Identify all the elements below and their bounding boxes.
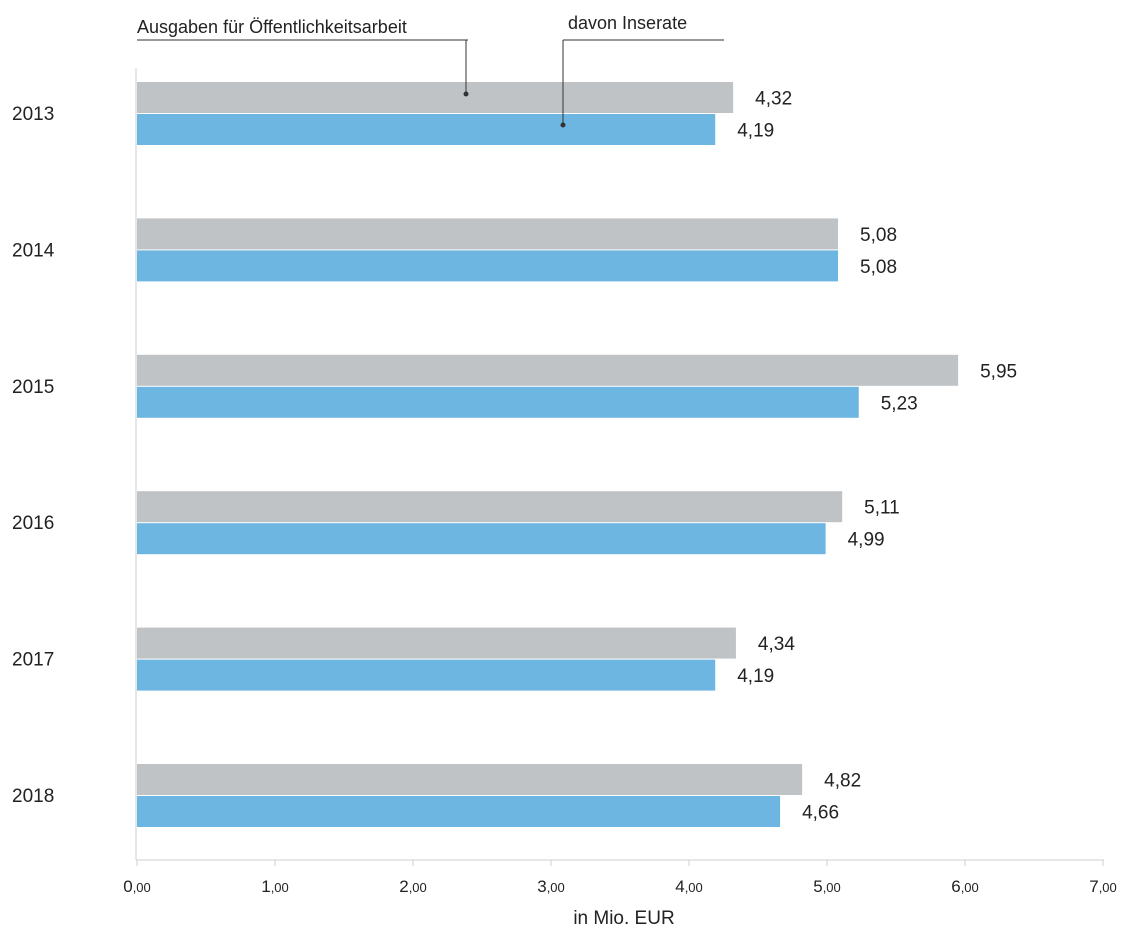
- value-label-total-2018: 4,82: [824, 771, 861, 792]
- value-label-total-2013: 4,32: [755, 89, 792, 110]
- value-label-total-2016: 5,11: [864, 498, 900, 519]
- value-label-total-2014: 5,08: [860, 225, 897, 246]
- x-tick-label: 4,00: [675, 877, 703, 896]
- x-tick-int: 3: [537, 877, 546, 896]
- bar-inserate-2018: [137, 796, 781, 827]
- bar-total-2017: [137, 627, 736, 659]
- category-labels-group: 2013 2014 2015 2016 2017 2018: [12, 104, 55, 807]
- value-label-inserate-2017: 4,19: [737, 666, 774, 687]
- x-axis-title: in Mio. EUR: [573, 908, 674, 929]
- x-tick-dec: ,00: [409, 880, 427, 895]
- bar-total-2018: [137, 764, 803, 795]
- value-label-inserate-2015: 5,23: [881, 393, 918, 414]
- x-tick-dec: ,00: [133, 880, 151, 895]
- value-label-inserate-2013: 4,19: [737, 121, 774, 142]
- x-tick-int: 7: [1089, 877, 1098, 896]
- category-label-2017: 2017: [12, 650, 54, 671]
- x-tick-int: 5: [813, 877, 822, 896]
- bars-group: [137, 82, 959, 827]
- category-label-2015: 2015: [12, 377, 54, 398]
- x-tick-int: 0: [123, 877, 132, 896]
- bar-inserate-2014: [137, 250, 839, 282]
- category-label-2013: 2013: [12, 104, 54, 125]
- x-tick-label: 6,00: [951, 877, 979, 896]
- x-tick-dec: ,00: [823, 880, 841, 895]
- x-tick-dec: ,00: [1099, 880, 1117, 895]
- bar-inserate-2013: [137, 114, 716, 145]
- x-tick-label: 0,00: [123, 877, 151, 896]
- category-label-2018: 2018: [12, 786, 54, 807]
- category-label-2016: 2016: [12, 513, 54, 534]
- value-label-inserate-2018: 4,66: [802, 803, 839, 824]
- x-tick-dec: ,00: [961, 880, 979, 895]
- x-tick-dec: ,00: [271, 880, 289, 895]
- bar-inserate-2015: [137, 386, 859, 418]
- x-tick-label: 3,00: [537, 877, 565, 896]
- value-label-total-2017: 4,34: [758, 634, 795, 655]
- legend-label-inserate: davon Inserate: [568, 13, 687, 33]
- legend-label-total: Ausgaben für Öffentlichkeitsarbeit: [137, 17, 407, 37]
- value-label-inserate-2016: 4,99: [848, 530, 885, 551]
- x-tick-dec: ,00: [685, 880, 703, 895]
- x-tick-dec: ,00: [547, 880, 565, 895]
- x-tick-int: 6: [951, 877, 960, 896]
- bar-total-2013: [137, 82, 734, 113]
- bar-total-2016: [137, 491, 843, 523]
- x-tick-label: 7,00: [1089, 877, 1117, 896]
- legend-leader-dot: [463, 91, 469, 97]
- value-labels-group: 4,32 4,19 5,08 5,08 5,95 5,23 5,11 4,99 4,34 4,19…: [737, 89, 1017, 824]
- legend-group: Ausgaben für Öffentlichkeitsarbeit davon …: [137, 13, 724, 128]
- x-tick-label: 5,00: [813, 877, 841, 896]
- bar-inserate-2016: [137, 523, 826, 555]
- legend-leader-dot: [560, 122, 566, 128]
- bar-total-2015: [137, 354, 959, 386]
- x-tick-int: 2: [399, 877, 408, 896]
- x-tick-label: 2,00: [399, 877, 427, 896]
- axes-group: 0,00 1,00 2,00 3,00 4,00 5,00 6,00 7,00: [123, 68, 1117, 896]
- category-label-2014: 2014: [12, 240, 55, 261]
- x-tick-int: 1: [261, 877, 270, 896]
- x-tick-int: 4: [675, 877, 684, 896]
- value-label-total-2015: 5,95: [980, 361, 1017, 382]
- bar-inserate-2017: [137, 659, 716, 691]
- bar-total-2014: [137, 218, 839, 250]
- x-tick-label: 1,00: [261, 877, 289, 896]
- value-label-inserate-2014: 5,08: [860, 257, 897, 278]
